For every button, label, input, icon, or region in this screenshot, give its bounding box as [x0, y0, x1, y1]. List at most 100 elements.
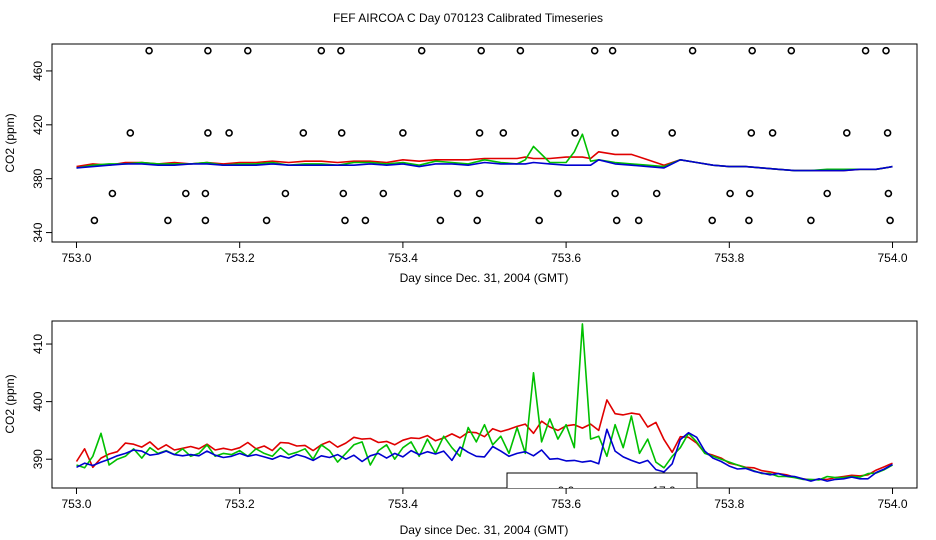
- top-marker-point: [225, 129, 233, 137]
- bottom-y-tick-label: 410: [31, 334, 45, 354]
- bottom-plot-frame: [51, 320, 918, 489]
- top-marker-point: [317, 46, 326, 55]
- top-marker-point: [612, 216, 621, 225]
- bottom-series-blue: [76, 428, 893, 482]
- top-marker-point: [475, 129, 484, 137]
- top-marker-point: [807, 216, 815, 225]
- bottom-x-tick-label: 753.6: [551, 497, 581, 511]
- top-marker-point: [475, 189, 484, 198]
- top-marker-point: [341, 216, 349, 225]
- top-marker-point: [590, 46, 599, 55]
- bottom-x-tick-label: 753.4: [388, 497, 418, 511]
- figure-title: FEF AIRCOA C Day 070123 Calibrated Times…: [333, 11, 603, 25]
- top-marker-point: [745, 216, 753, 225]
- top-marker-point: [299, 129, 308, 137]
- top-marker-point: [262, 216, 271, 225]
- bottom-legend-box: 0.0 17.0: [506, 472, 698, 498]
- top-marker-point: [281, 189, 290, 198]
- top-marker-group: [90, 46, 894, 225]
- legend-label-1: 0.0: [558, 484, 575, 498]
- top-marker-point: [708, 216, 717, 225]
- bottom-y-tick-label: 390: [31, 449, 45, 469]
- top-marker-point: [768, 129, 777, 137]
- top-y-tick-label: 420: [31, 114, 45, 134]
- top-marker-point: [535, 216, 544, 225]
- top-y-tick-label: 460: [31, 61, 45, 81]
- top-plot-frame: [51, 43, 918, 243]
- top-marker-point: [339, 189, 348, 198]
- bottom-series-red: [75, 399, 893, 481]
- top-marker-point: [201, 216, 210, 225]
- top-marker-point: [337, 46, 345, 55]
- top-marker-point: [611, 129, 619, 137]
- top-marker-point: [379, 189, 388, 198]
- top-marker-point: [608, 46, 617, 55]
- bottom-series-group: [75, 323, 893, 482]
- top-marker-point: [611, 189, 619, 198]
- top-x-tick-label: 753.6: [551, 251, 581, 265]
- top-marker-point: [204, 46, 212, 55]
- bottom-panel: 0.0 17.0 753.0 753.2 753.4 753.6 753.8 754.0 …: [3, 320, 918, 537]
- top-panel: 753.0 753.2 753.4 753.6 753.8 754.0 340 380 420…: [3, 43, 918, 285]
- bottom-y-axis: 390 400 410: [31, 334, 52, 469]
- top-marker-point: [126, 129, 135, 137]
- bottom-x-tick-label: 754.0: [878, 497, 908, 511]
- top-marker-point: [473, 216, 482, 225]
- top-marker-point: [886, 216, 894, 225]
- top-marker-point: [164, 216, 172, 225]
- top-marker-point: [145, 46, 153, 55]
- top-marker-point: [201, 189, 210, 198]
- top-x-tick-label: 753.4: [388, 251, 418, 265]
- top-y-tick-label: 340: [31, 222, 45, 242]
- top-marker-point: [634, 216, 643, 225]
- bottom-x-tick-label: 753.2: [225, 497, 255, 511]
- top-x-tick-label: 753.2: [225, 251, 255, 265]
- top-marker-point: [516, 46, 525, 55]
- top-marker-point: [842, 129, 851, 137]
- top-marker-point: [182, 189, 190, 198]
- bottom-x-axis-title: Day since Dec. 31, 2004 (GMT): [400, 523, 569, 537]
- top-marker-point: [204, 129, 212, 137]
- top-marker-point: [90, 216, 99, 225]
- top-marker-point: [787, 46, 796, 55]
- top-marker-point: [453, 189, 462, 198]
- top-marker-point: [745, 189, 754, 198]
- bottom-x-tick-label: 753.8: [714, 497, 744, 511]
- top-marker-point: [747, 129, 756, 137]
- top-marker-point: [668, 129, 677, 137]
- top-marker-point: [554, 189, 562, 198]
- top-x-axis-title: Day since Dec. 31, 2004 (GMT): [400, 271, 569, 285]
- top-marker-point: [688, 46, 697, 55]
- top-y-axis-title: CO2 (ppm): [3, 113, 17, 172]
- top-series-green: [76, 133, 893, 172]
- top-x-axis: 753.0 753.2 753.4 753.6 753.8 754.0: [61, 242, 908, 265]
- top-marker-point: [748, 46, 757, 55]
- top-marker-point: [417, 46, 426, 55]
- top-marker-point: [108, 189, 117, 198]
- top-marker-point: [884, 189, 893, 198]
- bottom-y-axis-title: CO2 (ppm): [3, 374, 17, 433]
- top-marker-point: [477, 46, 486, 55]
- top-x-tick-label: 753.8: [714, 251, 744, 265]
- legend-label-2: 17.0: [652, 484, 676, 498]
- top-marker-point: [499, 129, 508, 137]
- top-y-tick-label: 380: [31, 168, 45, 188]
- top-x-tick-label: 754.0: [878, 251, 908, 265]
- top-y-axis: 340 380 420 460: [31, 61, 52, 243]
- top-series-red: [76, 151, 893, 172]
- top-marker-point: [726, 189, 734, 198]
- top-marker-point: [823, 189, 832, 198]
- top-marker-point: [861, 46, 870, 55]
- top-marker-point: [244, 46, 252, 55]
- top-marker-point: [571, 129, 579, 137]
- top-marker-point: [652, 189, 661, 198]
- top-marker-point: [337, 129, 346, 137]
- top-marker-point: [399, 129, 407, 137]
- top-marker-point: [361, 216, 370, 225]
- bottom-y-tick-label: 400: [31, 391, 45, 411]
- bottom-x-tick-label: 753.0: [61, 497, 91, 511]
- legend-frame: [506, 472, 698, 488]
- top-x-tick-label: 753.0: [61, 251, 91, 265]
- top-marker-point: [883, 129, 892, 137]
